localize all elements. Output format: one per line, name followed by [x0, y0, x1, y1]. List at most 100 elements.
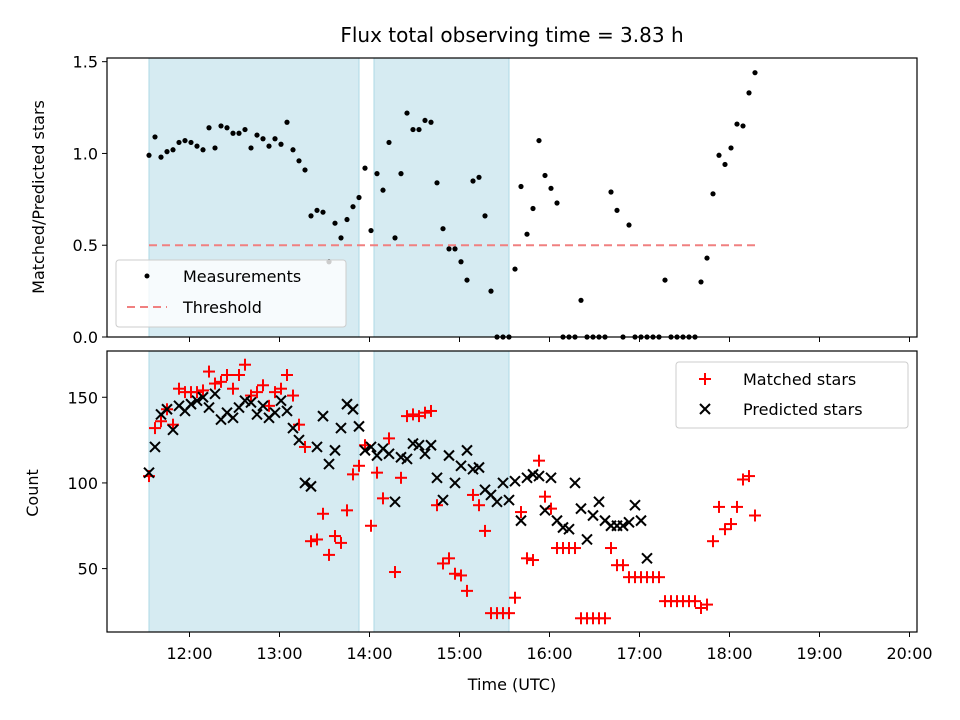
- measurement-point: [332, 220, 338, 226]
- x-tick-label: 15:00: [436, 644, 482, 663]
- matched-star-points: [143, 358, 761, 625]
- predicted-star-point: [347, 403, 359, 415]
- matched-star-point: [467, 488, 479, 501]
- matched-star-point: [281, 368, 293, 381]
- predicted-star-point: [509, 475, 521, 487]
- measurement-point: [374, 171, 380, 177]
- matched-star-point: [353, 459, 365, 472]
- matched-star-point: [533, 454, 545, 467]
- predicted-star-point: [539, 504, 551, 517]
- matched-star-point: [293, 418, 305, 431]
- matched-star-point: [749, 509, 761, 522]
- legend-predicted-label: Predicted stars: [743, 400, 863, 419]
- predicted-star-point: [497, 477, 509, 489]
- measurement-point: [740, 123, 746, 129]
- predicted-star-point: [593, 496, 605, 508]
- measurement-point: [338, 235, 344, 241]
- measurement-point: [350, 204, 356, 210]
- predicted-star-point: [203, 401, 215, 414]
- measurement-point: [554, 200, 560, 206]
- predicted-star-point: [521, 472, 533, 484]
- predicted-star-point: [287, 422, 299, 434]
- predicted-star-point: [425, 439, 437, 451]
- predicted-star-point: [503, 494, 515, 506]
- count-panel: 12:00 13:00 14:00 15:00 16:00 17:00 18:00 19:00…: [23, 350, 933, 694]
- matched-star-point: [617, 559, 629, 572]
- matched-star-point: [305, 535, 317, 548]
- legend-threshold-label: Threshold: [182, 298, 262, 317]
- predicted-star-point: [431, 472, 443, 484]
- predicted-star-point: [623, 516, 635, 529]
- count-y-axis-label: Count: [23, 469, 42, 517]
- measurement-point: [176, 139, 182, 146]
- measurement-point: [704, 255, 710, 261]
- matched-star-point: [521, 552, 533, 565]
- matched-star-point: [215, 375, 227, 388]
- predicted-star-point: [191, 394, 203, 407]
- matched-star-point: [569, 542, 581, 555]
- chart-title: Flux total observing time = 3.83 h: [340, 23, 683, 47]
- measurement-point: [164, 149, 170, 155]
- matched-star-point: [455, 569, 467, 582]
- measurement-point: [230, 130, 236, 136]
- measurement-point: [578, 297, 584, 303]
- y-tick-label: 50: [78, 560, 98, 579]
- measurement-point: [398, 171, 404, 177]
- measurement-point: [698, 279, 704, 285]
- predicted-star-point: [185, 398, 197, 410]
- measurement-point: [716, 152, 722, 158]
- observing-interval: [373, 57, 510, 338]
- measurement-point: [476, 174, 482, 180]
- measurement-point: [188, 139, 194, 146]
- measurement-point: [266, 143, 272, 149]
- count-axes: 12:00 13:00 14:00 15:00 16:00 17:00 18:00 19:00…: [67, 350, 933, 663]
- predicted-star-point: [365, 441, 377, 453]
- predicted-star-point: [353, 420, 365, 433]
- matched-star-point: [317, 507, 329, 520]
- x-tick-label: 12:00: [166, 644, 212, 663]
- matched-star-point: [539, 490, 551, 503]
- matched-star-point: [689, 595, 701, 608]
- predicted-star-point: [617, 520, 629, 532]
- matched-star-point: [425, 404, 437, 417]
- measurement-point: [410, 126, 416, 133]
- measurement-point: [344, 216, 350, 223]
- measurement-point: [284, 119, 290, 125]
- predicted-star-points: [143, 388, 653, 565]
- matched-star-point: [701, 598, 713, 611]
- predicted-star-point: [275, 394, 287, 407]
- measurement-point: [746, 90, 752, 96]
- ratio-legend: Measurements Threshold: [115, 259, 347, 328]
- predicted-star-point: [311, 441, 323, 453]
- matched-star-point: [437, 557, 449, 570]
- y-tick-label: 100: [67, 474, 98, 493]
- predicted-star-point: [545, 472, 557, 484]
- matched-star-point: [347, 468, 359, 481]
- predicted-star-point: [197, 391, 209, 403]
- measurement-point: [278, 141, 284, 147]
- measurement-point: [308, 213, 314, 219]
- matched-star-point: [515, 506, 527, 519]
- matched-star-point: [383, 432, 395, 445]
- matched-star-point: [287, 389, 299, 402]
- predicted-star-point: [569, 477, 581, 489]
- measurement-point: [482, 213, 488, 219]
- x-tick-label: 17:00: [616, 644, 662, 663]
- measurement-point: [518, 183, 524, 190]
- y-tick-label: 1.0: [73, 144, 98, 163]
- predicted-star-point: [251, 408, 263, 421]
- measurement-point: [608, 189, 614, 195]
- measurement-point: [488, 288, 494, 294]
- x-axis-label: Time (UTC): [467, 675, 556, 694]
- matched-star-point: [155, 415, 167, 428]
- predicted-star-point: [629, 499, 641, 511]
- predicted-star-point: [635, 514, 647, 527]
- measurement-point: [452, 246, 458, 252]
- measurement-point: [248, 145, 254, 151]
- measurement-point: [314, 207, 320, 213]
- measurement-point: [530, 205, 536, 212]
- matched-star-point: [149, 422, 161, 435]
- count-legend: Matched stars Predicted stars: [675, 361, 909, 429]
- predicted-star-point: [443, 449, 455, 462]
- legend-measurements-label: Measurements: [183, 267, 301, 286]
